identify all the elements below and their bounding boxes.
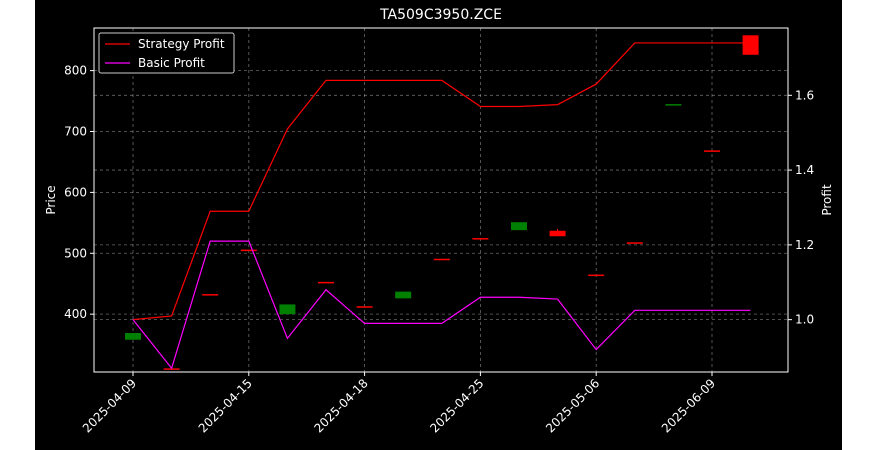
candle-body	[356, 306, 373, 308]
figure-background	[35, 0, 842, 450]
y2-tick-label: 1.2	[795, 238, 814, 252]
strategy-profit-line	[132, 42, 751, 321]
y-tick-label: 800	[64, 64, 87, 78]
y-tick-label: 600	[64, 185, 87, 199]
profit-lines	[132, 42, 751, 370]
y2-tick-label: 1.6	[795, 88, 814, 102]
y-axis-left: 400 500 600 700 800	[64, 64, 94, 321]
y2-axis-label: Profit	[820, 184, 834, 216]
candle-body	[318, 281, 334, 284]
candle-body	[240, 249, 257, 252]
candle-body	[626, 242, 643, 244]
x-tick-label: 2025-04-15	[196, 376, 255, 435]
candles	[125, 35, 759, 370]
plot-frame	[93, 27, 789, 373]
candle-body	[395, 291, 412, 299]
candle-body	[125, 333, 141, 340]
legend-label: Basic Profit	[138, 56, 205, 70]
y-tick-label: 700	[64, 125, 87, 139]
x-tick-label: 2025-04-09	[80, 376, 139, 435]
candle-body	[549, 230, 566, 237]
legend-label: Strategy Profit	[138, 37, 225, 51]
y2-tick-label: 1.0	[795, 313, 814, 327]
candle-body	[511, 222, 527, 231]
candle-body	[202, 294, 219, 296]
y-axis-label: Price	[44, 185, 58, 214]
candle-body	[704, 150, 720, 152]
legend-box	[98, 32, 235, 74]
candle-body	[588, 274, 605, 277]
candle-body	[279, 304, 296, 315]
x-tick-label: 2025-04-18	[312, 376, 371, 435]
candle-body	[742, 35, 759, 55]
x-tick-label: 2025-04-25	[427, 376, 486, 435]
x-tick-label: 2025-05-06	[543, 376, 602, 435]
y-axis-right: 1.0 1.2 1.4 1.6	[788, 88, 814, 327]
candle-body	[433, 258, 450, 261]
x-axis: 2025-04-09 2025-04-15 2025-04-18 2025-04-25…	[80, 372, 718, 435]
candle-body	[665, 104, 682, 106]
x-tick-label: 2025-06-09	[659, 376, 718, 435]
y-tick-label: 500	[64, 246, 87, 260]
basic-profit-line	[132, 240, 751, 370]
candle-body	[472, 238, 489, 240]
y2-tick-label: 1.4	[795, 163, 814, 177]
grid	[94, 28, 788, 372]
legend: Strategy Profit Basic Profit	[98, 32, 235, 74]
y-tick-label: 400	[64, 307, 87, 321]
chart-title: TA509C3950.ZCE	[379, 7, 502, 23]
